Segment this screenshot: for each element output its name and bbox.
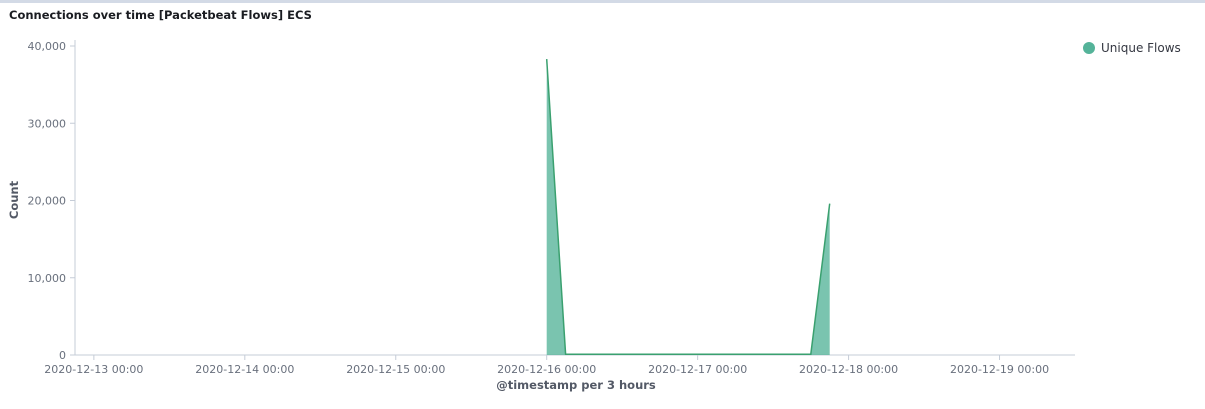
y-tick-label: 0	[59, 349, 66, 362]
y-tick-label: 40,000	[28, 40, 67, 53]
y-tick-label: 20,000	[28, 195, 67, 208]
x-tick-label: 2020-12-18 00:00	[799, 363, 898, 376]
y-axis: 0 10,000 20,000 30,000 40,000	[28, 40, 76, 362]
x-axis: 2020-12-13 00:00 2020-12-14 00:00 2020-12-…	[44, 354, 1075, 376]
series-area-unique-flows	[546, 59, 830, 355]
series-line-unique-flows	[545, 59, 831, 355]
panel-top-border	[0, 0, 1205, 3]
y-tick-label: 30,000	[28, 117, 67, 130]
x-tick-label: 2020-12-17 00:00	[648, 363, 747, 376]
legend-item-unique-flows[interactable]: Unique Flows	[1083, 41, 1181, 55]
x-axis-title: @timestamp per 3 hours	[496, 378, 656, 392]
y-axis-title: Count	[7, 180, 21, 220]
x-tick-label: 2020-12-19 00:00	[950, 363, 1049, 376]
x-tick-label: 2020-12-15 00:00	[346, 363, 445, 376]
y-tick-label: 10,000	[28, 272, 67, 285]
x-tick-label: 2020-12-16 00:00	[497, 363, 596, 376]
legend-color-dot	[1083, 42, 1095, 54]
x-tick-label: 2020-12-14 00:00	[195, 363, 294, 376]
legend-label: Unique Flows	[1101, 41, 1181, 55]
x-tick-label: 2020-12-13 00:00	[44, 363, 143, 376]
panel-title: Connections over time [Packetbeat Flows]…	[9, 8, 312, 22]
series-layer	[545, 59, 831, 355]
